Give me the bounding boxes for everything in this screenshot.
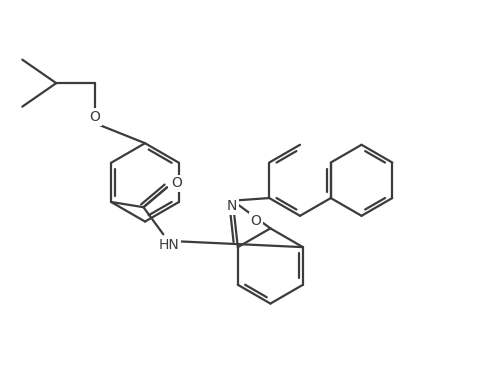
Text: N: N (227, 199, 237, 213)
Text: HN: HN (158, 238, 179, 252)
Text: O: O (171, 176, 182, 190)
Text: O: O (89, 110, 100, 124)
Text: O: O (250, 214, 261, 228)
